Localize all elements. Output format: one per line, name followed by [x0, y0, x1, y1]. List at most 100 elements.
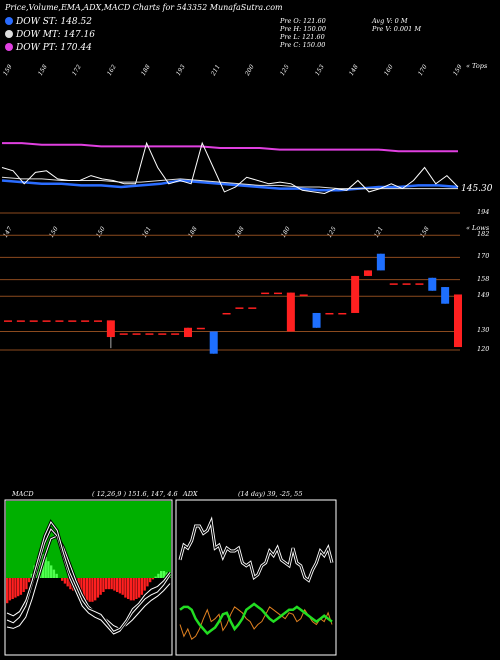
candle-body	[286, 292, 295, 332]
candle-body	[158, 333, 167, 335]
macd-hist-bar	[14, 578, 17, 598]
candle-body	[441, 287, 450, 304]
macd-hist-bar	[88, 578, 91, 602]
price-axis-label: 120	[477, 345, 490, 353]
macd-hist-bar	[61, 578, 64, 581]
candle-body	[235, 307, 244, 309]
adx-params: (14 day) 39, -25, 55	[238, 490, 303, 498]
macd-hist-bar	[116, 578, 119, 592]
macd-positive-zone	[6, 501, 171, 578]
macd-hist-bar	[6, 578, 9, 604]
macd-hist-bar	[135, 578, 138, 599]
macd-hist-bar	[83, 578, 86, 598]
legend-dow-st-label: DOW ST: 148.52	[16, 17, 92, 27]
site-name: MunafaSutra.com	[209, 3, 283, 12]
candle-body	[299, 294, 308, 296]
tops-label: « Tops	[466, 62, 488, 70]
stat-low: Pre L: 121.60	[280, 33, 325, 41]
stat-avg-vol: Avg V: 0 M	[372, 17, 408, 25]
candle-body	[4, 320, 12, 322]
macd-hist-bar	[107, 578, 111, 590]
legend-dow-pt-label: DOW PT: 170.44	[16, 43, 92, 53]
candle-body	[402, 283, 411, 285]
macd-hist-bar	[44, 557, 47, 578]
legend-dot-icon	[5, 30, 13, 38]
stat-open: Pre O: 121.60	[280, 17, 326, 25]
macd-hist-bar	[110, 578, 113, 590]
price-axis-label: 130	[477, 326, 490, 335]
candle-body	[364, 270, 372, 276]
macd-hist-bar	[52, 569, 56, 578]
candle-body	[119, 333, 128, 335]
macd-hist-bar	[151, 578, 155, 580]
macd-hist-bar	[140, 578, 144, 595]
macd-hist-bar	[105, 578, 108, 590]
stat-high: Pre H: 150.00	[280, 25, 327, 33]
macd-params: ( 12,26,9 ) 151.6, 147, 4.6	[92, 490, 178, 498]
macd-hist-bar	[47, 561, 50, 578]
candle-body	[222, 312, 231, 315]
macd-hist-bar	[25, 578, 28, 590]
candle-body	[415, 283, 424, 285]
macd-hist-bar	[94, 578, 97, 601]
macd-title-text: MACD	[12, 490, 34, 498]
candle-body	[351, 275, 360, 313]
macd-hist-bar	[162, 571, 166, 578]
legend-dow-mt-label: DOW MT: 147.16	[16, 30, 95, 40]
macd-hist-bar	[28, 578, 31, 583]
candle-body	[338, 312, 347, 315]
chart-header: Price,Volume,EMA,ADX,MACD Charts for 543…	[5, 3, 283, 12]
candle-body	[94, 320, 102, 322]
macd-hist-bar	[102, 578, 105, 592]
macd-hist-bar	[22, 578, 25, 592]
macd-hist-bar	[69, 578, 72, 590]
candle-body	[312, 312, 321, 328]
candle-body	[184, 327, 192, 338]
candle-body	[68, 320, 77, 322]
candle-body	[145, 333, 154, 335]
legend-dow-st: DOW ST: 148.52	[5, 17, 92, 27]
price-axis-label: 149	[477, 291, 490, 300]
last-price-label: 145.30	[461, 184, 493, 194]
macd-signal-line	[6, 535, 171, 629]
legend-dow-pt: DOW PT: 170.44	[5, 43, 92, 53]
stat-close: Pre C: 150.00	[280, 41, 326, 49]
candle-body	[42, 320, 51, 322]
macd-hist-bar	[124, 578, 127, 598]
price-axis-label: 158	[477, 274, 490, 283]
macd-hist-bar	[146, 578, 149, 587]
macd-hist-bar	[138, 578, 141, 598]
macd-hist-bar	[63, 578, 67, 584]
candle-body	[428, 277, 437, 291]
macd-hist-bar	[149, 578, 152, 583]
macd-hist-bar	[11, 578, 14, 599]
legend-dot-icon	[5, 17, 13, 25]
macd-hist-bar	[160, 571, 163, 578]
macd-title: MACD	[12, 490, 34, 498]
candle-body	[389, 283, 398, 285]
candle-body	[171, 333, 180, 335]
candle-body	[16, 320, 25, 322]
candle-body	[132, 333, 141, 335]
adx-line-2	[179, 602, 333, 636]
legend-dot-icon	[5, 43, 13, 51]
stat-pre-vol: Pre V: 0.001 M	[372, 25, 422, 33]
macd-hist-bar	[154, 576, 157, 578]
macd-hist-bar	[39, 554, 42, 578]
macd-hist-bar	[118, 578, 122, 594]
legend-dow-mt: DOW MT: 147.16	[5, 30, 95, 40]
macd-hist-bar	[96, 578, 100, 598]
macd-hist-bar	[50, 565, 53, 578]
macd-hist-bar	[17, 578, 20, 597]
candle-body	[325, 312, 334, 315]
macd-hist-bar	[143, 578, 146, 591]
macd-hist-bar	[129, 578, 133, 601]
candle-body	[106, 320, 115, 338]
macd-hist-bar	[157, 573, 160, 578]
macd-hist-bar	[132, 578, 135, 601]
candle-body	[274, 292, 282, 295]
macd-hist-bar	[99, 578, 102, 595]
macd-hist-bar	[8, 578, 12, 601]
candle-body	[248, 307, 257, 309]
